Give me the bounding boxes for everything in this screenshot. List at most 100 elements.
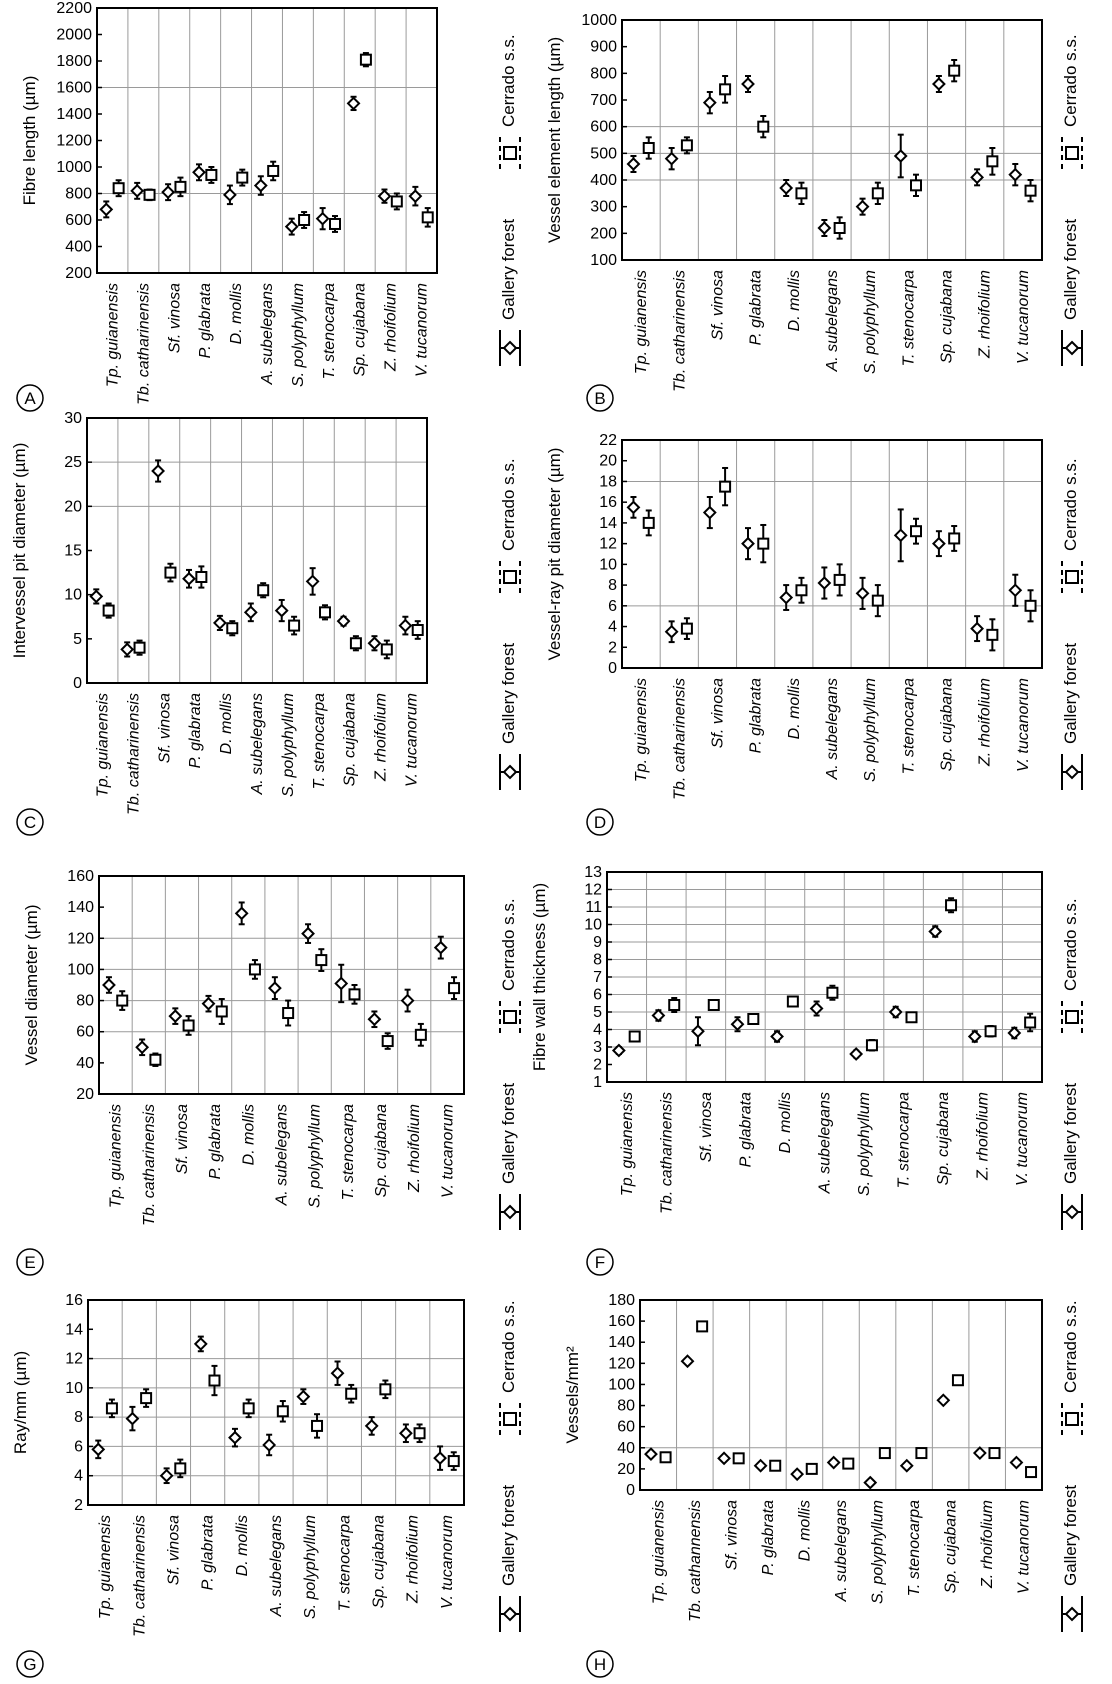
category-label: Tp. guianensis: [104, 283, 121, 387]
legend-cerrado-marker: [1065, 1412, 1079, 1426]
category-label: Tb. catharinensis: [125, 693, 142, 815]
legend-cerrado-label: Cerrado s.s.: [1061, 458, 1080, 551]
panel-letter-circle: [16, 1650, 44, 1678]
gallery-forest-point: [651, 1008, 666, 1023]
y-tick-label: 5: [593, 1004, 602, 1021]
panel-d: 0 2 4 6 8 10 12 14 16 18 20 22 Vessel-ray pit diamet…: [545, 432, 1083, 836]
cerrado-point: [140, 1392, 153, 1405]
legend-gallery-marker: [502, 1204, 518, 1220]
cerrado-point: [349, 637, 362, 650]
category-label: S. polyphyllum: [856, 1092, 873, 1196]
cerrado-point: [390, 195, 403, 208]
gallery-forest-point: [626, 500, 641, 515]
legend-gallery-marker: [1064, 1606, 1080, 1622]
cerrado-point: [948, 532, 961, 545]
cerrado-point: [380, 643, 393, 656]
gallery-forest-point: [267, 981, 282, 996]
gallery-forest-point: [192, 165, 206, 180]
cerrado-point: [865, 1039, 878, 1052]
cerrado-point: [319, 606, 331, 619]
category-label: A. subelegans: [824, 270, 841, 372]
category-label: T. stenocarpa: [321, 283, 338, 379]
category-label: Tp. guianensis: [650, 1500, 667, 1604]
gallery-forest-point: [888, 1005, 903, 1019]
cerrado-point: [149, 1053, 162, 1066]
cerrado-point: [102, 604, 115, 617]
gallery-forest-point: [1009, 1455, 1024, 1470]
cerrado-point: [182, 1019, 195, 1032]
cerrado-point: [833, 222, 846, 234]
category-label: P. glabrata: [748, 270, 765, 345]
y-tick-label: 20: [76, 1086, 94, 1103]
legend: Gallery forest Cerrado s.s.: [1061, 898, 1083, 1230]
gallery-forest-point: [741, 77, 755, 91]
y-tick-label: 160: [608, 1313, 635, 1330]
cerrado-point: [905, 1011, 918, 1024]
panel-c: 0 5 10 15 20 25 30 Intervessel pit diameter (µm…: [10, 410, 521, 836]
category-label: Z. rhoifolium: [977, 678, 994, 767]
legend: Gallery forest Cerrado s.s.: [499, 458, 521, 790]
gallery-forest-point: [970, 621, 985, 636]
category-label: P. glabrata: [737, 1092, 754, 1167]
gallery-forest-point: [433, 1451, 447, 1466]
category-label: Sp. cujabana: [935, 1092, 952, 1186]
category-label: Z. rhoifolium: [406, 1104, 423, 1193]
panel-letter-circle: [586, 384, 614, 412]
y-tick-label: 3: [593, 1039, 602, 1056]
category-label: Tp. guianensis: [97, 1515, 114, 1619]
cerrado-point: [680, 139, 693, 152]
category-label: P. glabrata: [760, 1500, 777, 1575]
y-tick-label: 12: [584, 882, 602, 899]
cerrado-point: [826, 986, 839, 999]
category-label: Z. rhoifolium: [975, 1092, 992, 1181]
y-tick-label: 1400: [56, 106, 92, 123]
y-tick-label: 400: [590, 172, 617, 189]
y-tick-label: 6: [608, 598, 617, 615]
gallery-forest-point: [1007, 1026, 1022, 1040]
category-label: Tp. guianensis: [108, 1104, 125, 1208]
cerrado-point: [105, 1402, 118, 1415]
gallery-forest-point: [855, 586, 870, 601]
legend-gallery-label: Gallery forest: [499, 219, 518, 320]
gallery-forest-point: [234, 906, 249, 921]
gallery-forest-point: [305, 574, 320, 589]
y-tick-label: 5: [73, 631, 82, 648]
cerrado-point: [242, 1402, 255, 1415]
category-label: S. polyphyllum: [302, 1515, 319, 1619]
gallery-forest-point: [664, 151, 679, 166]
category-label: D. mollis: [786, 678, 803, 739]
y-tick-label: 600: [65, 212, 92, 229]
cerrado-point: [315, 954, 328, 967]
cerrado-point: [910, 525, 922, 538]
category-label: S. polyphyllum: [290, 283, 307, 387]
gallery-forest-point: [120, 642, 135, 657]
category-label: A. subelegans: [817, 1092, 834, 1194]
gallery-forest-point: [753, 1458, 768, 1473]
gallery-forest-point: [817, 576, 832, 590]
panel-letter-circle: [586, 808, 614, 836]
legend-gallery-marker: [1064, 764, 1080, 780]
y-tick-label: 6: [593, 987, 602, 1004]
panel-letter: G: [23, 1655, 36, 1674]
gallery-forest-point: [243, 605, 258, 620]
gallery-forest-point: [770, 1029, 784, 1044]
y-tick-label: 140: [608, 1334, 635, 1351]
cerrado-point: [208, 1374, 221, 1387]
panel-letter-circle: [16, 1248, 44, 1276]
gallery-forest-point: [398, 1426, 413, 1441]
cerrado-point: [707, 999, 720, 1011]
plot-frame: [96, 7, 438, 274]
category-label: D. mollis: [240, 1104, 257, 1165]
cerrado-point: [348, 988, 361, 1001]
category-label: S. polyphyllum: [862, 270, 879, 374]
legend-cerrado-marker: [503, 570, 517, 584]
cerrado-point: [282, 1007, 295, 1020]
gallery-forest-point: [296, 1389, 311, 1404]
cerrado-point: [871, 594, 884, 607]
y-tick-label: 11: [585, 899, 602, 916]
y-tick-label: 2: [608, 639, 617, 656]
y-tick-label: 10: [599, 556, 617, 573]
cerrado-point: [659, 1451, 672, 1464]
cerrado-point: [421, 211, 434, 224]
cerrado-point: [345, 1387, 358, 1400]
